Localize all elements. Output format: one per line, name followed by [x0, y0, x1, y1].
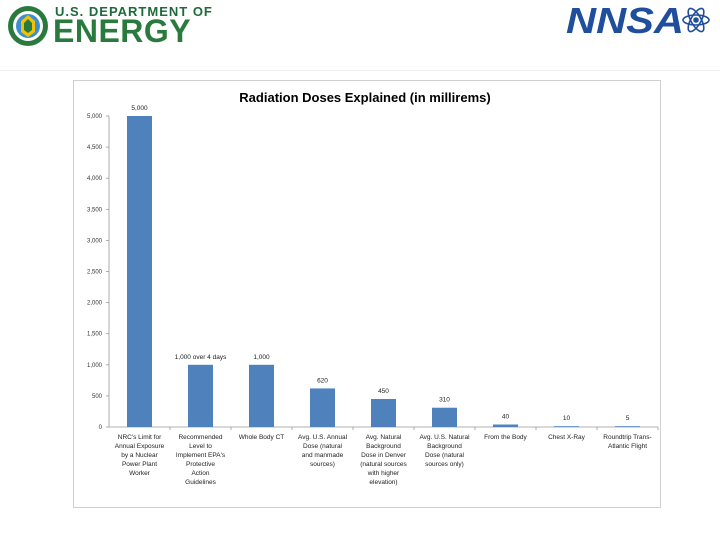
category-label: Implement EPA's — [176, 452, 226, 459]
category-label: sources only) — [425, 461, 464, 468]
category-label: Guidelines — [185, 479, 216, 486]
y-tick-label: 2,000 — [87, 301, 103, 307]
category-label: Recommended — [178, 434, 222, 441]
category-label: Avg. Natural — [366, 434, 402, 441]
data-label: 1,000 over 4 days — [175, 354, 227, 361]
doe-title-line1: U.S. DEPARTMENT OF — [55, 4, 213, 19]
nnsa-logo: NNSA — [566, 3, 710, 37]
category-label: Action — [191, 470, 209, 477]
category-label: Power Plant — [122, 461, 157, 468]
category-label: Dose (natural — [425, 452, 465, 459]
data-label: 310 — [439, 397, 450, 404]
doe-title-line2: ENERGY — [53, 13, 192, 49]
category-label: Chest X-Ray — [548, 434, 586, 441]
doe-seal-logo — [8, 6, 48, 46]
data-label: 10 — [563, 415, 571, 422]
bar — [310, 388, 335, 427]
category-label: elevation) — [369, 479, 397, 486]
category-label: Background — [366, 443, 401, 450]
category-label: Whole Body CT — [239, 434, 285, 441]
category-label: with higher — [367, 470, 400, 477]
chart-frame: Radiation Doses Explained (in millirems)… — [73, 80, 661, 508]
category-label: and manmade — [302, 452, 344, 459]
data-label: 5 — [626, 415, 630, 422]
data-label: 1,000 — [253, 354, 270, 361]
data-label: 5,000 — [131, 105, 148, 112]
category-label: From the Body — [484, 434, 527, 441]
category-label: Dose in Denver — [361, 452, 407, 459]
y-tick-label: 1,000 — [87, 363, 103, 369]
y-tick-label: 4,500 — [87, 145, 103, 151]
data-label: 450 — [378, 388, 389, 395]
category-label: Avg. U.S. Annual — [298, 434, 348, 441]
category-label: Protective — [186, 461, 215, 468]
category-label: (natural sources — [360, 461, 407, 468]
data-label: 40 — [502, 414, 510, 421]
category-label: by a Nuclear — [121, 452, 158, 459]
bar — [493, 424, 518, 427]
header-divider — [0, 70, 720, 71]
atom-icon — [682, 7, 710, 33]
bar — [554, 426, 579, 427]
category-label: sources) — [310, 461, 335, 468]
category-label: Annual Exposure — [115, 443, 165, 450]
category-label: NRC's Limit for — [118, 434, 162, 441]
category-label: Background — [427, 443, 462, 450]
y-tick-label: 4,000 — [87, 176, 103, 182]
bar — [249, 364, 274, 427]
category-label: Worker — [129, 470, 151, 477]
bar — [188, 364, 213, 427]
y-tick-label: 1,500 — [87, 332, 103, 338]
chart-title: Radiation Doses Explained (in millirems) — [239, 90, 490, 105]
category-label: Atlantic Flight — [608, 443, 647, 450]
y-tick-label: 3,000 — [87, 238, 103, 244]
bar — [432, 407, 457, 427]
bar — [371, 399, 396, 427]
bar — [127, 116, 152, 427]
category-label: Dose (natural — [303, 443, 343, 450]
y-tick-label: 2,500 — [87, 270, 103, 276]
y-tick-label: 3,500 — [87, 207, 103, 213]
header: U.S. DEPARTMENT OF ENERGY NNSA — [0, 0, 720, 60]
bar-chart: Radiation Doses Explained (in millirems)… — [87, 90, 659, 486]
nnsa-logo-text: NNSA — [566, 3, 684, 37]
category-label: Level to — [189, 443, 212, 450]
y-tick-label: 500 — [92, 394, 103, 400]
bar — [615, 426, 640, 427]
category-label: Avg. U.S. Natural — [419, 434, 470, 441]
data-label: 620 — [317, 377, 328, 384]
category-label: Roundtrip Trans- — [603, 434, 651, 441]
y-tick-label: 5,000 — [87, 114, 103, 120]
y-tick-label: 0 — [99, 425, 103, 431]
